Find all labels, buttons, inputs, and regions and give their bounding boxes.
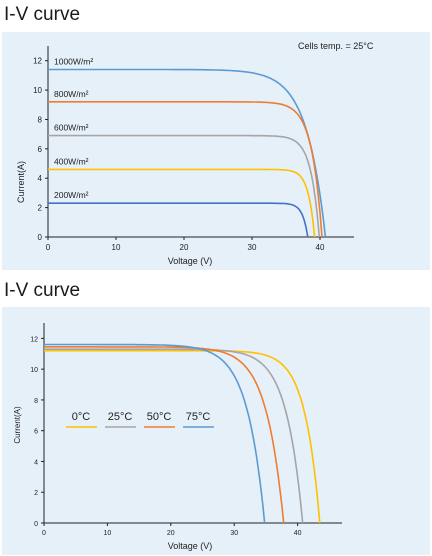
y-tick-label: 12 [30,336,38,343]
series-line-3 [44,346,285,524]
x-tick-label: 20 [167,530,175,537]
chart-2-xlabel: Voltage (V) [168,541,213,551]
y-tick-label: 2 [38,204,43,213]
legend-label-4: 75°C [186,411,211,423]
x-tick-label: 40 [316,243,325,252]
y-tick-label: 4 [34,459,38,466]
x-tick-label: 10 [104,530,112,537]
chart-2-panel: Current(A) Voltage (V) 0 10 20 30 40 0 2 4 6 8 10 1… [2,307,430,555]
series-line-2 [44,348,304,524]
y-tick-label: 6 [38,145,43,154]
y-tick-label: 2 [34,490,38,497]
chart-1-panel: Current(A) Voltage (V) Cells temp. = 25°… [2,32,430,270]
x-tick-label: 30 [230,530,238,537]
chart-1-annotation: Cells temp. = 25°C [298,41,374,51]
legend-label-2: 25°C [108,411,133,423]
series-label-3: 600W/m² [54,123,89,133]
y-tick-label: 0 [34,521,38,528]
series-line-5 [48,202,309,238]
chart-1-xlabel: Voltage (V) [168,256,213,266]
y-tick-label: 12 [33,57,42,66]
series-line-4 [48,168,316,238]
x-tick-label: 10 [112,243,121,252]
series-line-1 [48,68,327,238]
series-line-4 [44,343,266,524]
chart-1-title: I-V curve [4,4,81,25]
legend-label-3: 50°C [147,411,172,423]
series-label-2: 800W/m² [54,89,89,99]
chart-1-ylabel: Current(A) [16,161,26,203]
chart-1-plot: Current(A) Voltage (V) Cells temp. = 25°… [16,41,374,266]
y-tick-label: 0 [38,233,43,242]
series-line-2 [48,101,323,238]
x-tick-label: 20 [180,243,189,252]
chart-2-plot: Current(A) Voltage (V) 0 10 20 30 40 0 2 4 6 8 10 1… [13,323,342,551]
y-tick-label: 8 [38,115,43,124]
legend-label-1: 0°C [72,411,91,423]
series-line-3 [48,134,321,238]
series-label-4: 400W/m² [54,156,89,166]
chart-2-title: I-V curve [4,280,81,301]
y-tick-label: 4 [38,174,43,183]
x-tick-label: 30 [248,243,257,252]
y-tick-label: 10 [33,86,42,95]
series-label-1: 1000W/m² [54,57,93,67]
x-tick-label: 40 [294,530,302,537]
chart-2-ylabel: Current(A) [13,406,22,444]
y-tick-label: 8 [34,398,38,405]
series-line-1 [44,349,321,524]
series-label-5: 200W/m² [54,190,89,200]
x-tick-label: 0 [46,243,51,252]
x-tick-label: 0 [42,530,46,537]
y-tick-label: 6 [34,429,38,436]
y-tick-label: 10 [30,367,38,374]
